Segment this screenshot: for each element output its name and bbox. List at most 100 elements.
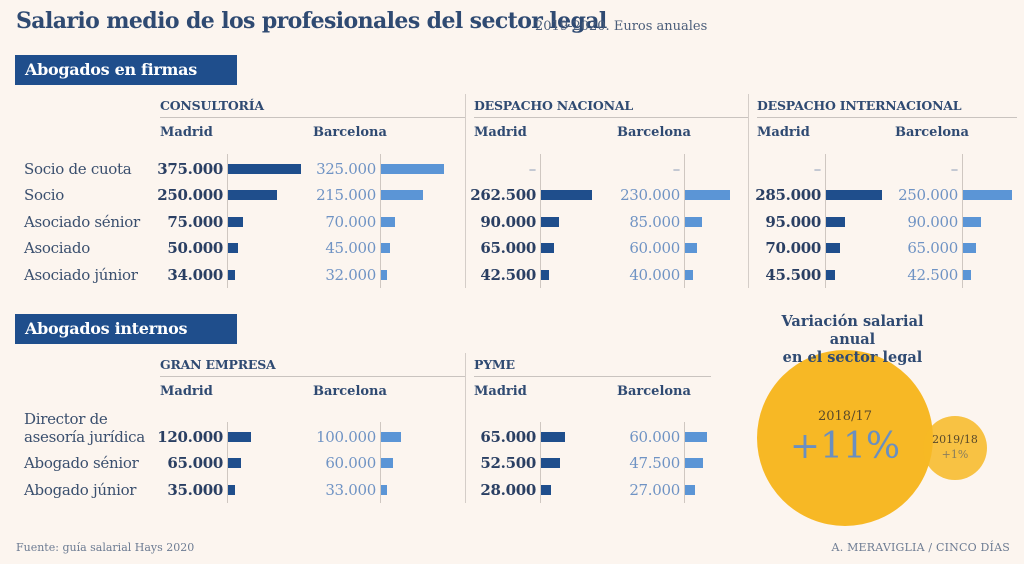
data-label: 42.500 [907, 266, 958, 284]
bar-despacho-nacional-barcelona-2 [685, 217, 702, 227]
row-label-line: Abogado sénior [24, 454, 139, 472]
bar-axis [684, 154, 685, 288]
data-label: 375.000 [157, 160, 223, 178]
bar-consultoria-barcelona-1 [381, 190, 423, 200]
bar-despacho-nacional-madrid-1 [541, 190, 593, 200]
bar-pyme-barcelona-2 [685, 485, 695, 495]
data-label: 65.000 [907, 239, 958, 257]
bar-consultoria-madrid-4 [228, 270, 235, 280]
bubble-2019-18 [923, 416, 987, 480]
row-label-line: Asociado [24, 239, 90, 257]
data-label: 60.000 [629, 428, 680, 446]
bar-axis [825, 154, 826, 288]
city-header-barcelona: Barcelona [895, 125, 969, 140]
group-separator [465, 94, 466, 288]
bar-gran-empresa-madrid-1 [228, 458, 241, 468]
data-label: 65.000 [167, 454, 223, 472]
bar-despacho-internacional-madrid-1 [826, 190, 882, 200]
city-header-barcelona: Barcelona [617, 384, 691, 399]
bar-axis [540, 422, 541, 503]
bubble-title-line-2: en el sector legal [782, 349, 923, 366]
bubble-value-label: +1% [942, 448, 969, 461]
city-header-barcelona: Barcelona [313, 125, 387, 140]
data-label: 70.000 [765, 239, 821, 257]
bar-despacho-internacional-barcelona-4 [963, 270, 972, 280]
row-label-asociado-senior: Asociado sénior [24, 213, 140, 231]
group-title-consultoria: CONSULTORÍA [160, 98, 264, 113]
credit-note: A. MERAVIGLIA / CINCO DÍAS [831, 541, 1010, 554]
data-label: 45.000 [325, 239, 376, 257]
group-underline [160, 376, 465, 377]
city-header-madrid: Madrid [474, 125, 527, 140]
data-label: 47.500 [629, 454, 680, 472]
bubble-period-label: 2018/17 [818, 409, 872, 424]
bar-gran-empresa-barcelona-1 [381, 458, 393, 468]
row-label-line: Socio [24, 186, 65, 204]
bar-consultoria-barcelona-4 [381, 270, 388, 280]
data-label: 250.000 [157, 186, 223, 204]
group-underline [474, 376, 711, 377]
group-underline [160, 117, 465, 118]
bar-pyme-madrid-0 [541, 432, 566, 442]
data-label: 65.000 [480, 428, 536, 446]
bar-despacho-internacional-barcelona-3 [963, 243, 976, 253]
city-header-madrid: Madrid [160, 125, 213, 140]
bar-despacho-internacional-madrid-3 [826, 243, 840, 253]
bar-gran-empresa-barcelona-0 [381, 432, 401, 442]
group-title-despacho-nacional: DESPACHO NACIONAL [474, 98, 633, 113]
bar-despacho-internacional-barcelona-1 [963, 190, 1012, 200]
section-band-firmas: Abogados en firmas [15, 55, 237, 85]
group-underline [757, 117, 1017, 118]
city-header-madrid: Madrid [757, 125, 810, 140]
data-label: 65.000 [480, 239, 536, 257]
data-label: 90.000 [907, 213, 958, 231]
city-header-barcelona: Barcelona [313, 384, 387, 399]
data-label: 100.000 [316, 428, 376, 446]
data-label: 85.000 [629, 213, 680, 231]
data-label: – [813, 160, 822, 178]
bubble-period-label: 2019/18 [932, 433, 978, 446]
data-label: 262.500 [470, 186, 536, 204]
data-label: 45.500 [765, 266, 821, 284]
row-label-director-de-asesoria-juridica: Director de asesoría jurídica [24, 410, 145, 446]
data-label: 52.500 [480, 454, 536, 472]
bar-despacho-internacional-madrid-2 [826, 217, 845, 227]
data-label: 60.000 [325, 454, 376, 472]
row-label-abogado-junior: Abogado júnior [24, 481, 136, 499]
row-label-socio: Socio [24, 186, 64, 204]
bar-despacho-internacional-barcelona-2 [963, 217, 981, 227]
data-label: 32.000 [325, 266, 376, 284]
data-label: 120.000 [157, 428, 223, 446]
bar-despacho-nacional-madrid-3 [541, 243, 554, 253]
row-label-line: Director de [24, 410, 108, 428]
data-label: 250.000 [898, 186, 958, 204]
data-label: 325.000 [316, 160, 376, 178]
row-label-asociado-junior: Asociado júnior [24, 266, 138, 284]
bar-axis [380, 154, 381, 288]
bar-despacho-nacional-barcelona-1 [685, 190, 730, 200]
bar-consultoria-madrid-0 [228, 164, 302, 174]
data-label: 27.000 [629, 481, 680, 499]
page-subtitle: 2019-2020. Euros anuales [535, 19, 708, 34]
bubble-2018-17 [757, 350, 933, 526]
bar-pyme-barcelona-1 [685, 458, 703, 468]
data-label: 90.000 [480, 213, 536, 231]
data-label: 75.000 [167, 213, 223, 231]
bar-axis [380, 422, 381, 503]
bar-despacho-nacional-madrid-4 [541, 270, 550, 280]
bar-pyme-barcelona-0 [685, 432, 708, 442]
bar-gran-empresa-madrid-0 [228, 432, 252, 442]
group-title-gran-empresa: GRAN EMPRESA [160, 357, 276, 372]
bubble-value-label: +11% [790, 426, 900, 467]
group-underline [474, 117, 749, 118]
data-label: – [672, 160, 681, 178]
data-label: 285.000 [755, 186, 821, 204]
bar-despacho-internacional-madrid-4 [826, 270, 835, 280]
data-label: 230.000 [620, 186, 680, 204]
group-title-pyme: PYME [474, 357, 515, 372]
data-label: 60.000 [629, 239, 680, 257]
data-label: 215.000 [316, 186, 376, 204]
data-label: – [528, 160, 537, 178]
bar-pyme-madrid-2 [541, 485, 552, 495]
data-label: 95.000 [765, 213, 821, 231]
